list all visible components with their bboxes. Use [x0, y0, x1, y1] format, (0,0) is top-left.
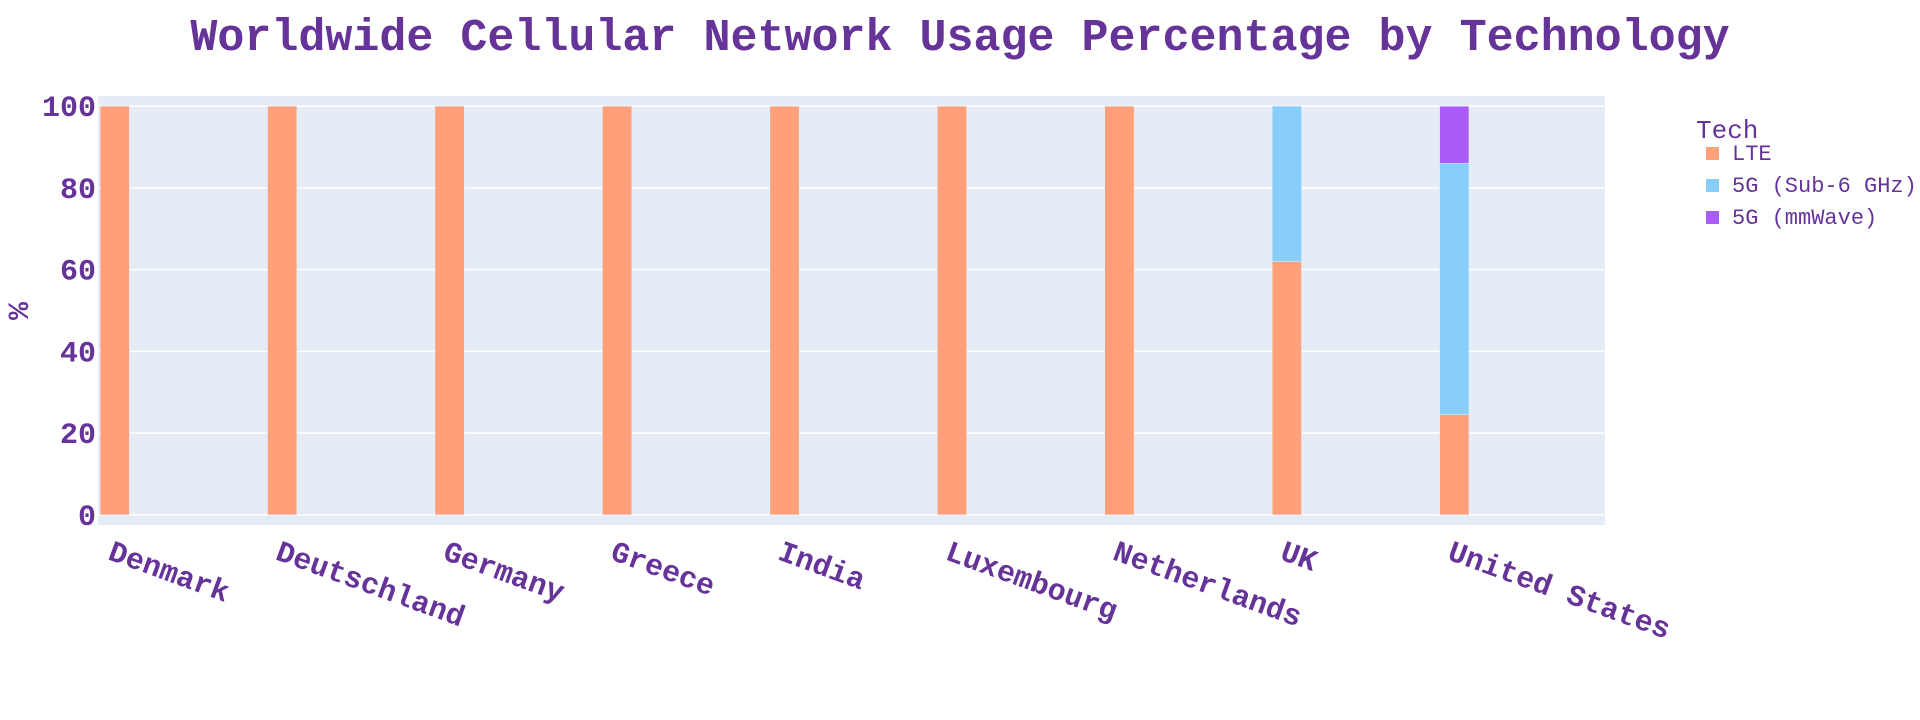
bars	[99, 105, 1470, 516]
x-tick-label: Denmark	[103, 536, 233, 611]
x-tick-label: Luxembourg	[941, 536, 1122, 630]
x-tick-label: UK	[1275, 536, 1320, 580]
legend-swatch	[1706, 211, 1719, 224]
legend-swatch	[1706, 147, 1719, 160]
x-tick-label: India	[773, 536, 869, 599]
y-tick-label: 80	[60, 174, 96, 208]
legend: Tech LTE 5G (Sub-6 GHz) 5G (mmWave)	[1696, 116, 1917, 231]
legend-title: Tech	[1696, 116, 1758, 146]
y-tick-label: 60	[60, 256, 96, 290]
bar-5g-sub-6-ghz	[1271, 105, 1302, 262]
legend-swatch	[1706, 179, 1719, 192]
bar-lte	[99, 105, 130, 516]
gridlines	[98, 105, 1605, 516]
x-tick-label: Deutschland	[271, 536, 469, 636]
bar-lte	[769, 105, 800, 516]
bar-lte	[1439, 414, 1470, 516]
bar-lte	[937, 105, 967, 516]
bar-5g-mmwave	[1439, 105, 1470, 164]
y-tick-label: 20	[60, 419, 96, 453]
bar-lte	[434, 105, 465, 516]
bar-lte	[267, 105, 298, 516]
y-tick-label: 40	[60, 337, 96, 371]
bar-lte	[1271, 261, 1302, 516]
x-tick-label: Netherlands	[1108, 536, 1306, 636]
y-axis-title: %	[4, 301, 38, 320]
bar-lte	[1104, 105, 1135, 516]
legend-label: 5G (Sub-6 GHz)	[1732, 174, 1917, 199]
x-tick-label: Greece	[606, 536, 719, 605]
legend-label: 5G (mmWave)	[1732, 206, 1877, 231]
y-tick-label: 100	[42, 92, 96, 126]
x-tick-label: United States	[1443, 536, 1675, 648]
y-tick-label: 0	[78, 501, 96, 535]
legend-label: LTE	[1732, 142, 1772, 167]
bar-lte	[602, 105, 632, 516]
y-axis-ticks: 0 20 40 60 80 100	[42, 92, 96, 535]
plot-area	[98, 96, 1605, 525]
chart-title: Worldwide Cellular Network Usage Percent…	[190, 13, 1729, 64]
bar-5g-sub-6-ghz	[1439, 163, 1470, 415]
